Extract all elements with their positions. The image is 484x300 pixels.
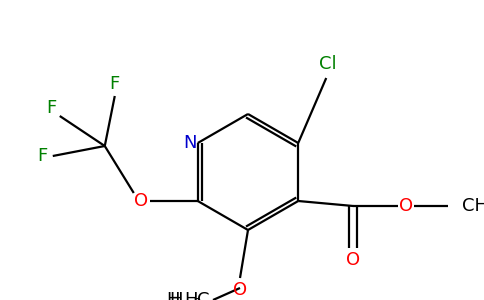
Text: 3: 3 xyxy=(193,297,202,300)
Text: O: O xyxy=(233,281,247,299)
Text: O: O xyxy=(346,251,360,269)
Text: F: F xyxy=(38,147,48,165)
Text: F: F xyxy=(110,75,120,93)
Text: H: H xyxy=(166,291,180,300)
Text: CH: CH xyxy=(462,197,484,215)
Text: Cl: Cl xyxy=(319,55,337,73)
Text: O: O xyxy=(134,192,148,210)
Text: H: H xyxy=(184,291,198,300)
Text: C: C xyxy=(197,291,210,300)
Text: H: H xyxy=(169,291,183,300)
Text: N: N xyxy=(183,134,197,152)
Text: O: O xyxy=(399,197,413,215)
Text: F: F xyxy=(46,99,57,117)
